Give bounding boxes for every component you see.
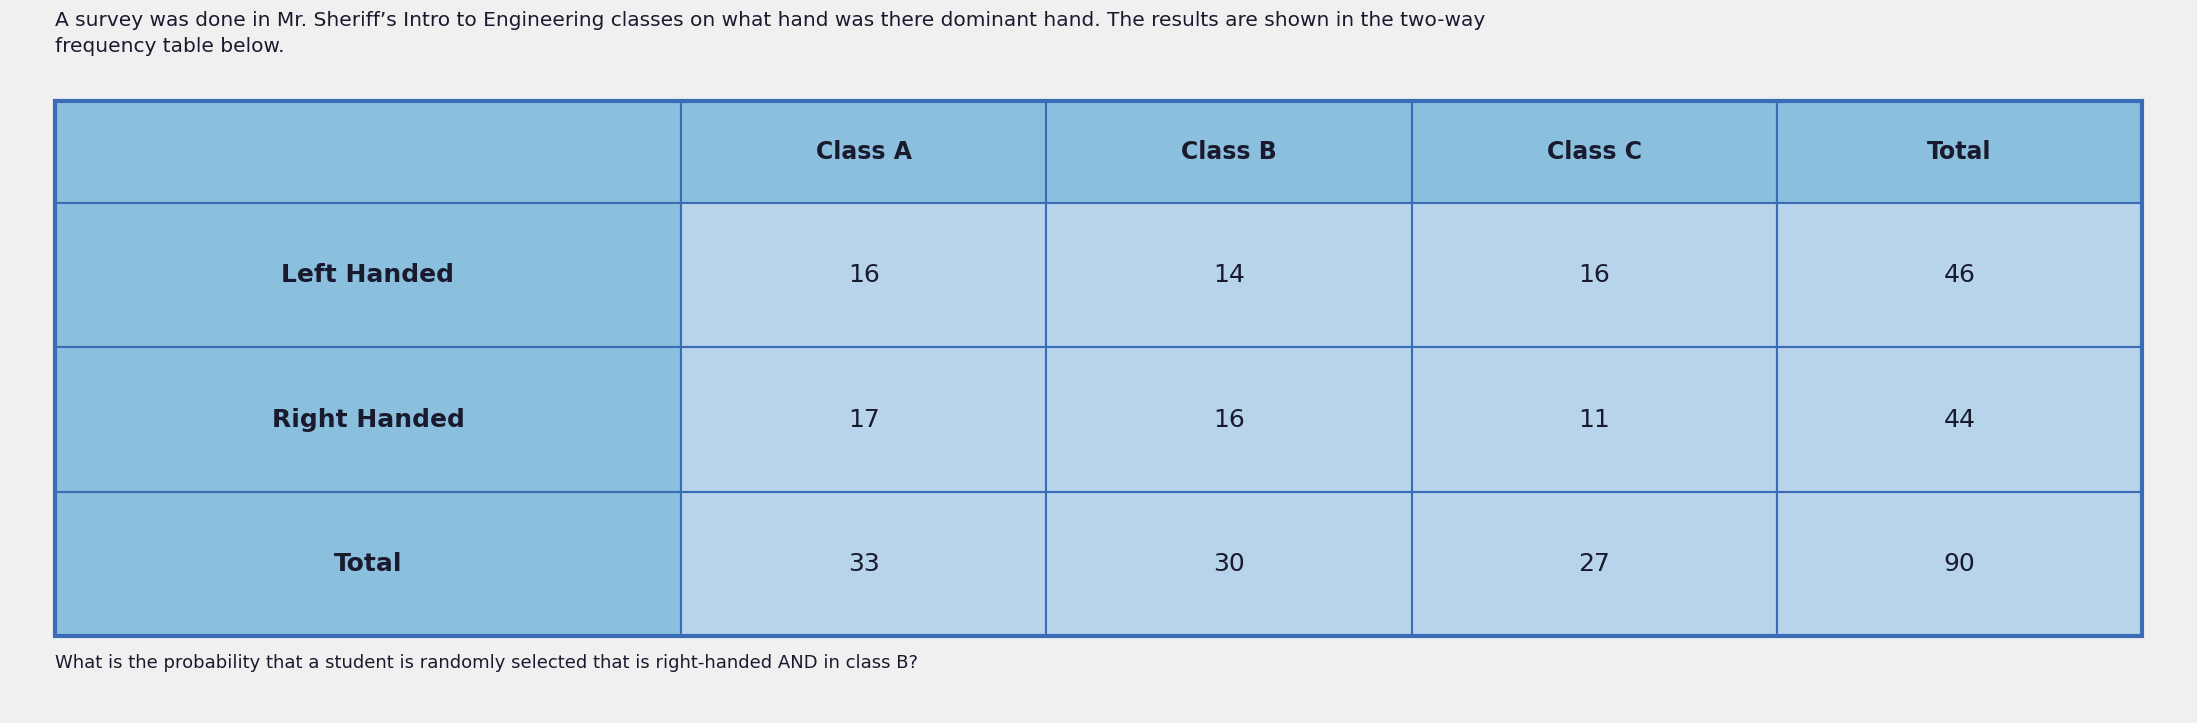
Text: 27: 27 [1577,552,1610,576]
Text: Total: Total [334,552,402,576]
FancyBboxPatch shape [1410,348,1777,492]
Text: 30: 30 [1213,552,1246,576]
Text: 16: 16 [848,263,879,287]
Text: 46: 46 [1944,263,1975,287]
FancyBboxPatch shape [681,492,1046,636]
Text: 33: 33 [848,552,879,576]
Text: Total: Total [1927,140,1993,164]
FancyBboxPatch shape [1410,101,1777,203]
FancyBboxPatch shape [1046,492,1410,636]
Text: 14: 14 [1213,263,1246,287]
Text: Class A: Class A [815,140,912,164]
Text: Right Handed: Right Handed [272,408,464,432]
Text: Class C: Class C [1547,140,1641,164]
Text: Class B: Class B [1182,140,1276,164]
FancyBboxPatch shape [681,101,1046,203]
Text: 16: 16 [1577,263,1610,287]
FancyBboxPatch shape [55,101,681,203]
FancyBboxPatch shape [55,203,681,348]
Text: 11: 11 [1577,408,1610,432]
Text: 16: 16 [1213,408,1246,432]
FancyBboxPatch shape [55,492,681,636]
FancyBboxPatch shape [681,203,1046,348]
FancyBboxPatch shape [1777,203,2142,348]
FancyBboxPatch shape [1410,203,1777,348]
Text: 44: 44 [1944,408,1975,432]
Text: 90: 90 [1944,552,1975,576]
FancyBboxPatch shape [1777,101,2142,203]
FancyBboxPatch shape [1046,101,1410,203]
Text: Left Handed: Left Handed [281,263,455,287]
FancyBboxPatch shape [1046,348,1410,492]
Text: What is the probability that a student is randomly selected that is right-handed: What is the probability that a student i… [55,654,918,672]
FancyBboxPatch shape [55,348,681,492]
FancyBboxPatch shape [681,348,1046,492]
FancyBboxPatch shape [1777,492,2142,636]
Text: 17: 17 [848,408,879,432]
FancyBboxPatch shape [1777,348,2142,492]
FancyBboxPatch shape [1410,492,1777,636]
FancyBboxPatch shape [1046,203,1410,348]
Text: A survey was done in Mr. Sheriff’s Intro to Engineering classes on what hand was: A survey was done in Mr. Sheriff’s Intro… [55,11,1485,56]
